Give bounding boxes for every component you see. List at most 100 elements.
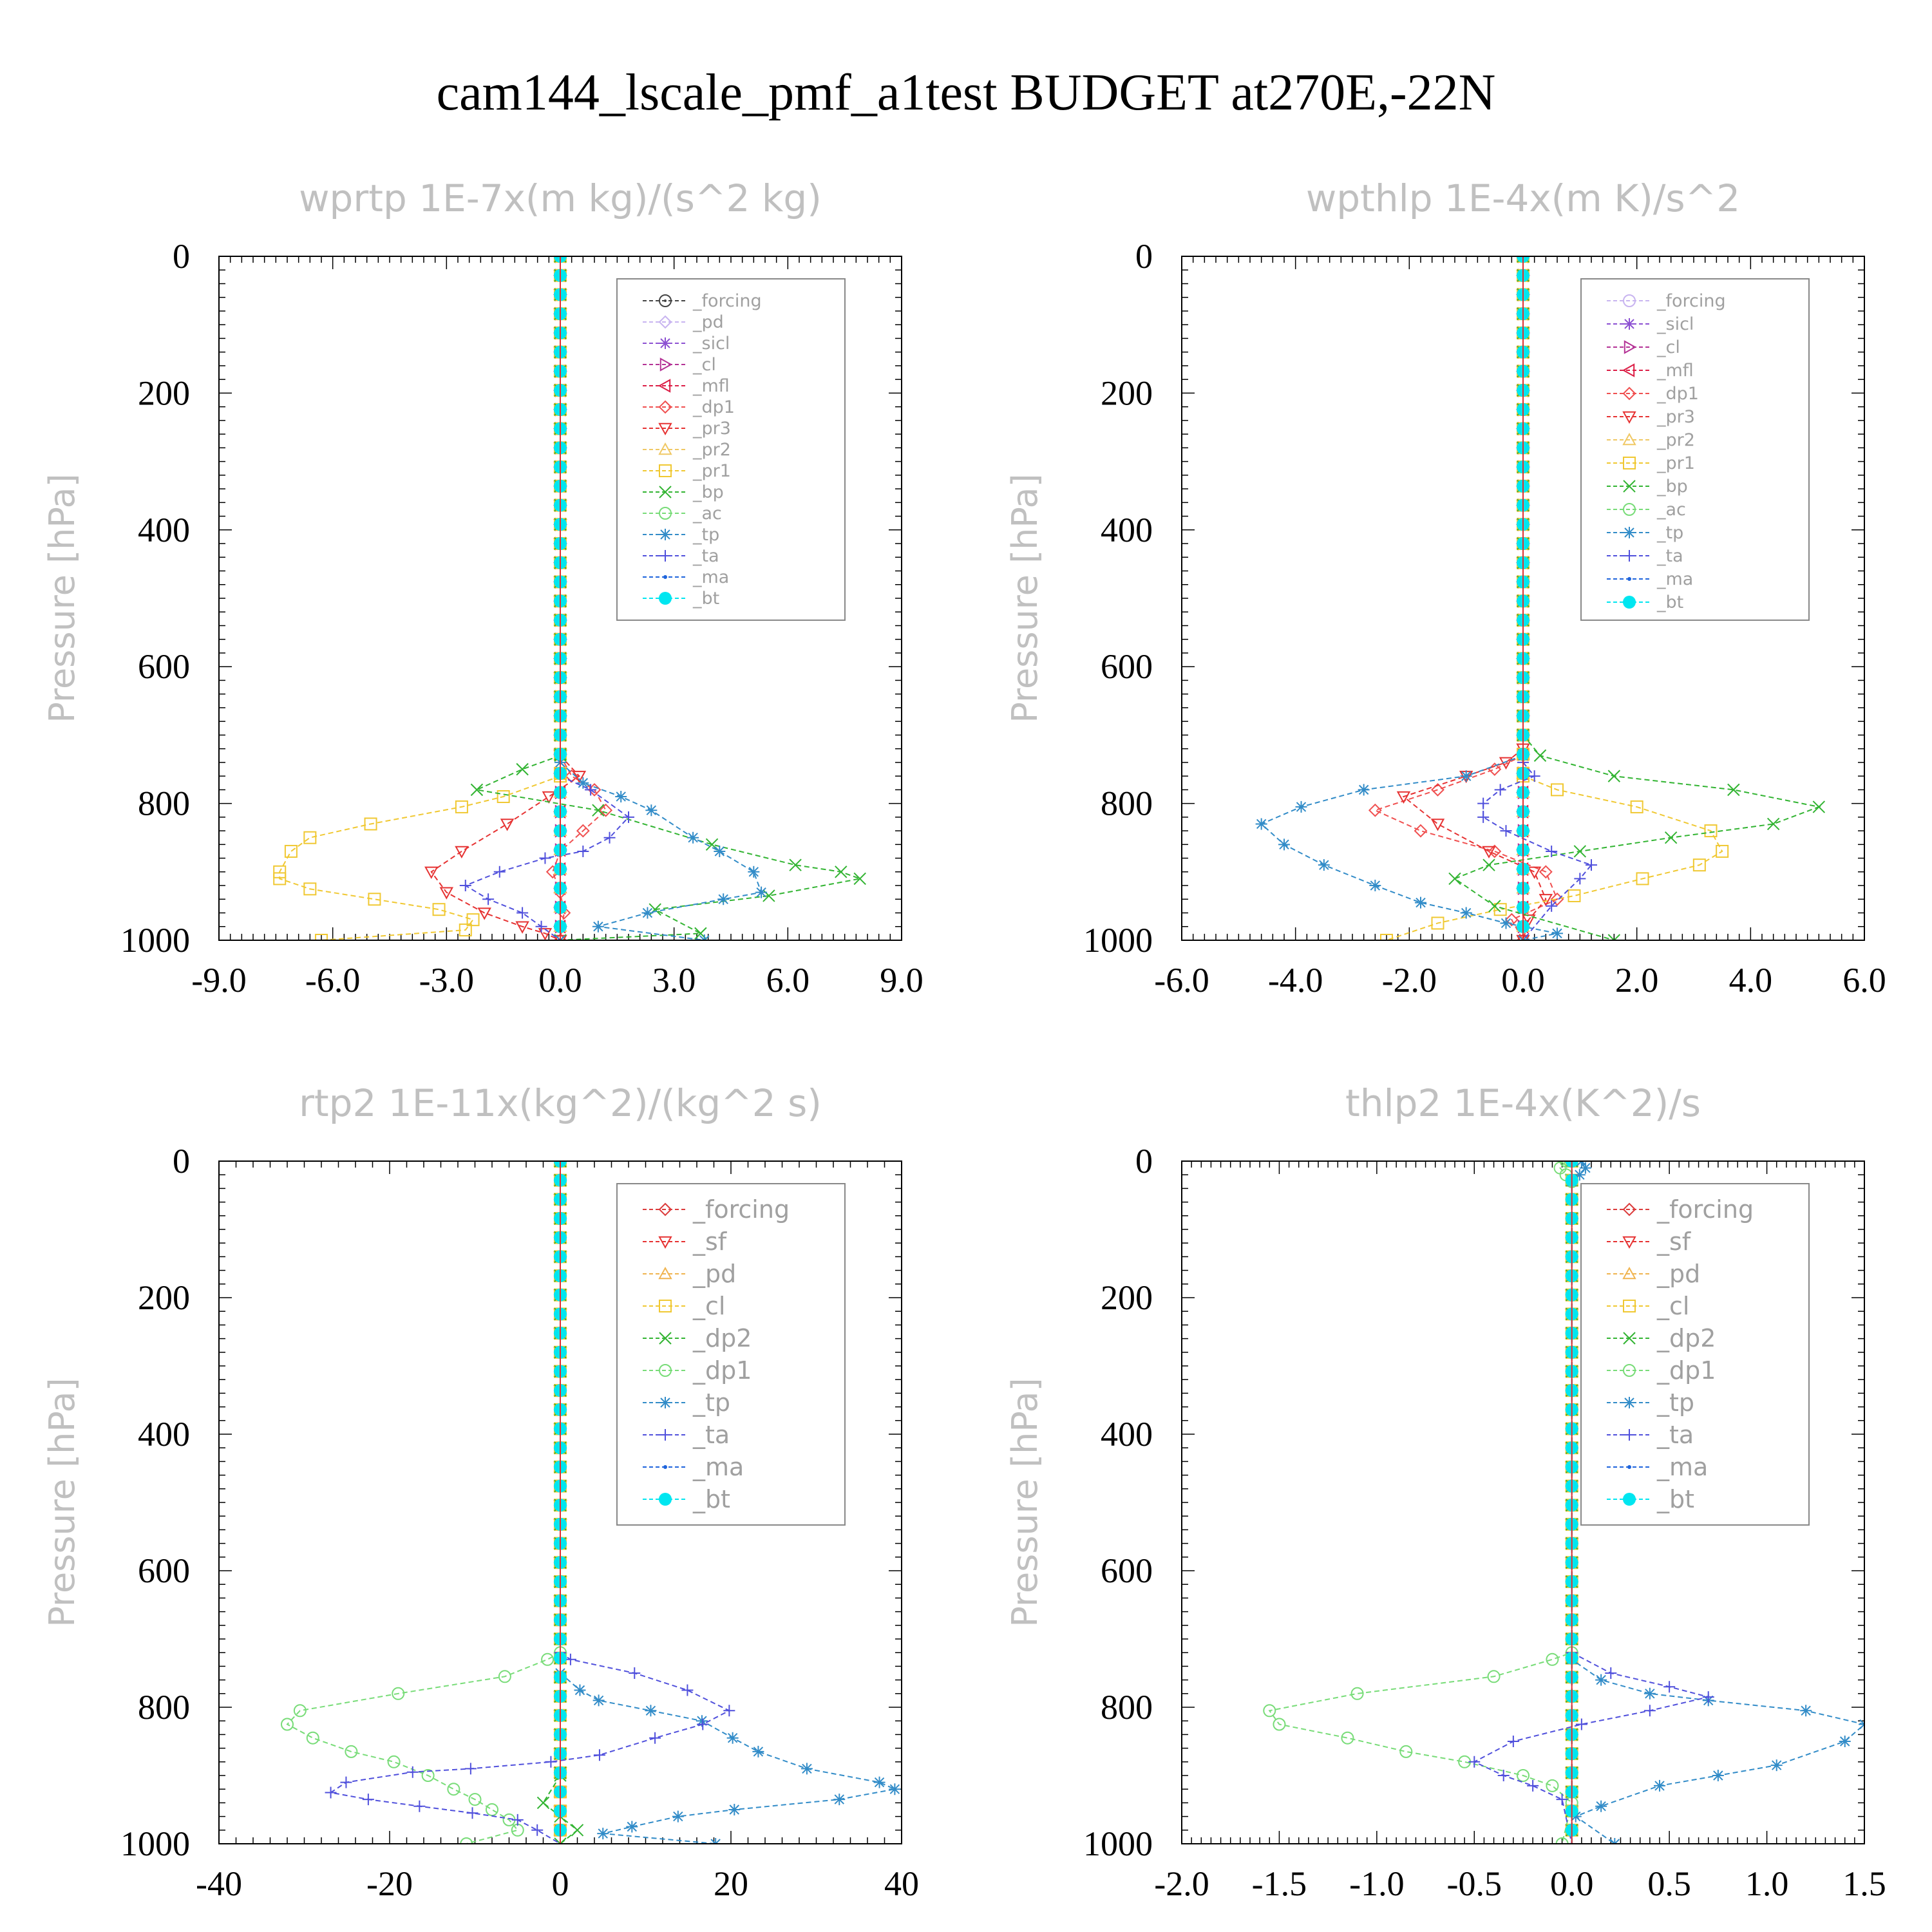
panel-title: rtp2 1E-11x(kg^2)/(kg^2 s) [299,1081,822,1125]
data-point [1569,1810,1582,1823]
legend-entry: _cl [1607,337,1680,357]
data-point [1595,1800,1607,1812]
x-tick-label: -20 [366,1864,413,1903]
data-point [1539,894,1553,907]
data-point [592,1694,605,1707]
data-point [1555,1837,1569,1844]
data-point [468,1793,482,1806]
legend-marker [659,1493,672,1506]
data-point [413,1800,426,1812]
data-point [1586,859,1597,871]
data-point [1712,1770,1724,1781]
legend: _forcing _sf _pd _cl _dp2 _dp1 _tp _ta _ma _bt [1580,1183,1810,1526]
legend-marker [658,400,672,414]
data-point [1341,1731,1354,1745]
data-point [1727,783,1740,797]
series-line [1386,775,1723,940]
data-point [571,1824,584,1837]
data-point [1494,784,1506,796]
x-tick-label: -1.0 [1349,1864,1404,1903]
legend-label: _ta [1656,546,1683,566]
legend-entry: _tp [1607,523,1683,543]
data-point [726,1732,739,1744]
panel-4: thlp2 1E-4x(K^2)/s Pressure [hPa] -2.0 -1.5… [1005,1081,1886,1903]
data-point [1551,783,1564,797]
data-point [649,1732,661,1744]
data-point [1607,770,1621,782]
y-tick-label: 800 [1101,1688,1153,1727]
data-point [515,921,529,934]
legend-marker [1623,503,1636,516]
legend-marker [659,337,671,349]
data-point [723,1705,735,1717]
data-point [564,1653,576,1665]
legend-marker [1622,363,1635,377]
data-point [1574,873,1586,885]
series-line [279,775,561,940]
y-tick-label: 1000 [120,1824,190,1863]
legend-label: _pd [692,312,724,332]
data-point [755,886,768,898]
data-point [545,1756,557,1768]
data-point [789,858,802,871]
data-point [645,804,658,817]
x-tick-label: 0.0 [1501,961,1545,999]
series-line [475,755,863,940]
legend-label: _bt [1656,592,1683,612]
legend-marker [1623,1493,1636,1506]
data-point [516,907,529,919]
data-point [281,1718,294,1731]
data-point [464,1763,477,1775]
legend-marker [1622,1236,1636,1249]
data-point [1517,1769,1530,1782]
legend-marker [1622,1202,1636,1217]
data-point [1546,900,1558,912]
data-point [460,1837,473,1844]
data-point [1595,1674,1607,1686]
data-point [577,845,589,857]
legend-label: _tp [692,1388,730,1417]
legend-marker [1623,294,1636,307]
legend-marker [1622,411,1636,424]
legend-label: _sicl [1656,314,1694,334]
legend-label: _sf [1656,1227,1692,1256]
data-point [273,872,287,886]
data-point [1528,770,1540,782]
legend-entry: _mfl [1607,361,1694,381]
legend-marker [1622,432,1636,446]
data-point [554,1837,567,1844]
data-point [1350,1687,1364,1700]
y-tick-label: 0 [1135,237,1153,276]
data-point [1431,782,1444,797]
x-tick-label: 1.5 [1842,1864,1886,1903]
legend-entry: _sf [643,1227,728,1256]
series-group [273,256,866,940]
legend-marker [1623,457,1636,469]
legend-label: _bp [1656,477,1688,497]
data-point [1664,831,1678,844]
legend-label: _ma [1656,569,1693,589]
data-point [306,1731,319,1745]
legend-label: _forcing [692,1195,790,1224]
legend-entry: _dp1 [643,397,735,417]
series-line [1482,762,1593,940]
legend-entry: _pd [1607,1260,1700,1288]
data-point [593,1749,605,1761]
data-point [696,1715,708,1727]
legend-entry: _ma [1607,1453,1708,1481]
x-tick-label: 6.0 [1842,961,1886,999]
data-point [681,1684,694,1696]
y-axis-label: Pressure [hPa] [42,1378,82,1627]
legend: _forcing_pd_sicl_cl_mfl_dp1_pr3_pr2_pr1_… [616,278,846,621]
legend-marker [1624,550,1635,562]
legend-marker [659,592,672,605]
data-point [645,1705,657,1717]
data-point [1482,858,1495,871]
legend: _forcing _sicl _cl _mfl _dp1 _pr3 _pr2 _pr1 _bp _… [1580,278,1810,621]
data-point [873,1776,886,1788]
data-point [1504,913,1519,927]
legend-entry: _forcing [643,291,762,311]
data-point [889,1783,901,1795]
data-point [1716,844,1729,858]
